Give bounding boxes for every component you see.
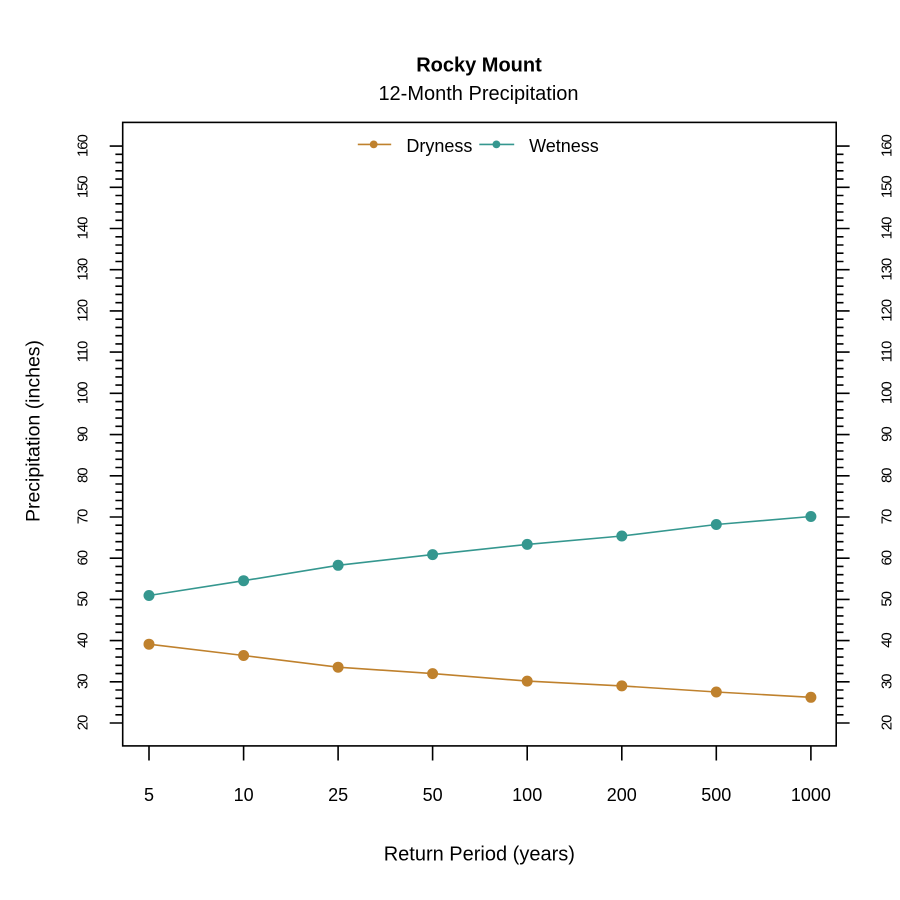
svg-text:Return Period (years): Return Period (years) — [384, 844, 575, 866]
svg-text:60: 60 — [878, 550, 895, 565]
svg-text:100: 100 — [878, 382, 895, 404]
svg-text:12-Month Precipitation: 12-Month Precipitation — [378, 83, 578, 105]
svg-text:100: 100 — [74, 382, 91, 404]
svg-text:60: 60 — [74, 550, 91, 565]
svg-text:40: 40 — [878, 633, 895, 648]
svg-text:70: 70 — [74, 509, 91, 524]
svg-text:30: 30 — [74, 674, 91, 689]
svg-text:140: 140 — [74, 217, 91, 239]
svg-text:120: 120 — [74, 299, 91, 321]
svg-text:150: 150 — [878, 176, 895, 198]
svg-text:110: 110 — [878, 341, 895, 362]
svg-text:500: 500 — [701, 785, 731, 805]
svg-text:Precipitation (inches): Precipitation (inches) — [22, 340, 44, 522]
svg-text:110: 110 — [74, 341, 91, 362]
svg-text:120: 120 — [878, 299, 895, 321]
svg-text:160: 160 — [74, 134, 91, 156]
svg-text:25: 25 — [328, 785, 348, 805]
svg-text:150: 150 — [74, 176, 91, 198]
svg-text:100: 100 — [512, 785, 542, 805]
svg-text:70: 70 — [878, 509, 895, 524]
svg-text:80: 80 — [878, 468, 895, 483]
svg-text:90: 90 — [878, 427, 895, 442]
svg-text:130: 130 — [878, 258, 895, 280]
svg-text:90: 90 — [74, 427, 91, 442]
svg-text:1000: 1000 — [791, 785, 831, 805]
svg-text:Wetness: Wetness — [529, 136, 599, 156]
svg-text:200: 200 — [607, 785, 637, 805]
svg-text:50: 50 — [74, 591, 91, 606]
svg-text:10: 10 — [234, 785, 254, 805]
svg-text:160: 160 — [878, 134, 895, 156]
svg-text:5: 5 — [144, 785, 154, 805]
svg-text:40: 40 — [74, 633, 91, 648]
svg-text:130: 130 — [74, 258, 91, 280]
svg-text:20: 20 — [878, 715, 895, 730]
svg-text:30: 30 — [878, 674, 895, 689]
svg-text:50: 50 — [423, 785, 443, 805]
svg-text:Rocky Mount: Rocky Mount — [416, 55, 542, 77]
svg-text:50: 50 — [878, 591, 895, 606]
svg-text:Dryness: Dryness — [406, 136, 472, 156]
svg-text:140: 140 — [878, 217, 895, 239]
svg-text:20: 20 — [74, 715, 91, 730]
svg-text:80: 80 — [74, 468, 91, 483]
